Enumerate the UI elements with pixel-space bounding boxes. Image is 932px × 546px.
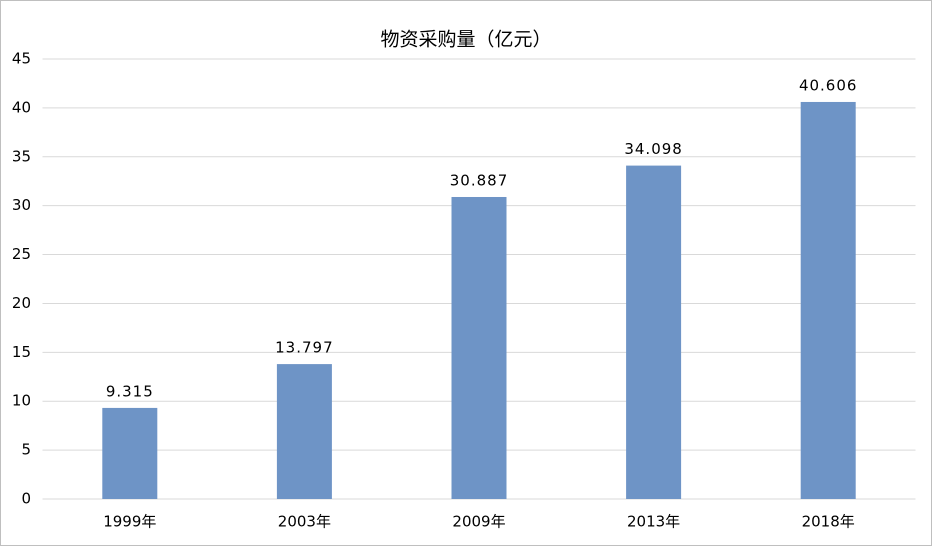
- data-label: 13.797: [275, 339, 334, 357]
- y-tick-label: 40: [12, 98, 31, 116]
- y-tick-label: 35: [12, 147, 31, 165]
- data-label: 40.606: [799, 76, 858, 94]
- y-tick-label: 25: [12, 245, 31, 263]
- data-label: 30.887: [450, 171, 509, 189]
- x-tick-label: 2003年: [278, 513, 331, 531]
- bar: [800, 101, 856, 499]
- y-tick-label: 30: [12, 196, 31, 214]
- chart-title: 物资采购量（亿元）: [380, 29, 551, 51]
- x-tick-label: 2009年: [452, 513, 505, 531]
- y-tick-label: 45: [12, 50, 31, 68]
- bar: [451, 196, 507, 499]
- x-tick-label: 2013年: [627, 513, 680, 531]
- y-tick-label: 15: [12, 343, 31, 361]
- data-label: 34.098: [624, 140, 683, 158]
- bar: [276, 364, 332, 499]
- x-tick-label: 2018年: [802, 513, 855, 531]
- data-label: 9.315: [106, 382, 154, 400]
- x-tick-label: 1999年: [103, 513, 156, 531]
- y-tick-label: 5: [21, 441, 31, 459]
- y-tick-label: 20: [12, 294, 31, 312]
- bar: [102, 407, 158, 499]
- y-tick-label: 0: [21, 490, 31, 508]
- y-tick-label: 10: [12, 392, 31, 410]
- bar: [626, 165, 682, 499]
